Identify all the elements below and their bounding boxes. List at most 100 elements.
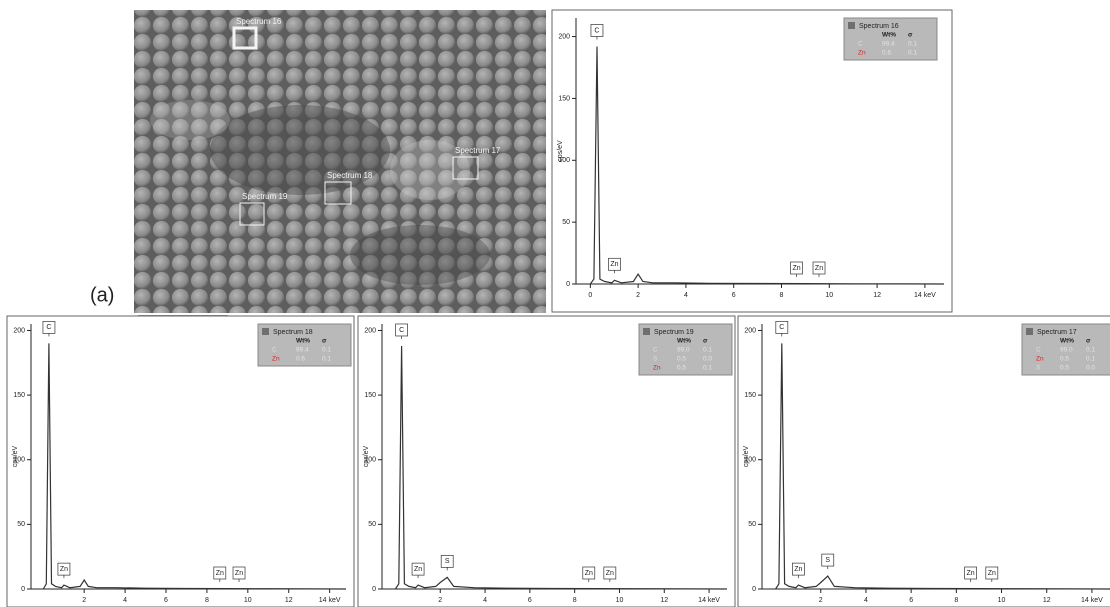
peak-label: Zn bbox=[235, 570, 243, 577]
legend-wt: 0.5 bbox=[1060, 356, 1069, 363]
x-tick-label: 4 bbox=[483, 597, 487, 604]
peak-label: Zn bbox=[966, 570, 974, 577]
legend-sigma: 0.1 bbox=[322, 347, 331, 354]
legend-wt: 99.4 bbox=[296, 347, 309, 354]
legend-sigma: 0.1 bbox=[1086, 356, 1095, 363]
y-tick-label: 200 bbox=[13, 327, 25, 334]
legend-element: C bbox=[1036, 347, 1041, 354]
legend-wt: 0.5 bbox=[1060, 365, 1069, 372]
sem-region-label: Spectrum 18 bbox=[327, 171, 373, 180]
peak-label: S bbox=[825, 557, 830, 564]
x-tick-label: 10 bbox=[244, 597, 252, 604]
x-tick-label: 6 bbox=[164, 597, 168, 604]
legend-element: C bbox=[272, 347, 277, 354]
x-tick-label: 6 bbox=[732, 292, 736, 299]
x-tick-label: 2 bbox=[636, 292, 640, 299]
sem-region-label: Spectrum 19 bbox=[242, 192, 288, 201]
legend-wt: 0.5 bbox=[677, 365, 686, 372]
peak-label: Zn bbox=[414, 566, 422, 573]
legend-element: Zn bbox=[858, 50, 866, 57]
x-tick-label: 4 bbox=[684, 292, 688, 299]
legend-title: Spectrum 17 bbox=[1037, 329, 1077, 336]
peak-label: Zn bbox=[216, 570, 224, 577]
y-tick-label: 0 bbox=[372, 586, 376, 593]
y-tick-label: 50 bbox=[562, 219, 570, 226]
y-tick-label: 0 bbox=[566, 281, 570, 288]
legend-sigma: 0.0 bbox=[1086, 365, 1095, 372]
peak-label: Zn bbox=[606, 570, 614, 577]
peak-label: C bbox=[46, 324, 51, 331]
legend-column: σ bbox=[908, 32, 913, 39]
y-tick-label: 50 bbox=[748, 521, 756, 528]
x-tick-label: 6 bbox=[528, 597, 532, 604]
x-tick-label: 8 bbox=[205, 597, 209, 604]
legend-wt: 99.0 bbox=[1060, 347, 1073, 354]
legend-wt: 0.6 bbox=[882, 50, 891, 57]
x-tick-label: 14 keV bbox=[319, 597, 341, 604]
legend-sigma: 0.1 bbox=[1086, 347, 1095, 354]
legend-wt: 0.5 bbox=[677, 356, 686, 363]
x-tick-label: 14 keV bbox=[914, 292, 936, 299]
legend-swatch bbox=[1026, 328, 1033, 335]
peak-label: C bbox=[399, 327, 404, 334]
peak-label: S bbox=[445, 558, 450, 565]
legend-element: Zn bbox=[653, 365, 661, 372]
legend-element: C bbox=[653, 347, 658, 354]
y-tick-label: 0 bbox=[21, 586, 25, 593]
x-tick-label: 12 bbox=[873, 292, 881, 299]
x-tick-label: 14 keV bbox=[698, 597, 720, 604]
peak-label: C bbox=[779, 324, 784, 331]
y-tick-label: 0 bbox=[752, 586, 756, 593]
y-tick-label: 50 bbox=[17, 521, 25, 528]
x-tick-label: 0 bbox=[588, 292, 592, 299]
legend-wt: 99.4 bbox=[882, 41, 895, 48]
legend-column: σ bbox=[322, 338, 327, 345]
y-tick-label: 200 bbox=[364, 327, 376, 334]
x-tick-label: 8 bbox=[573, 597, 577, 604]
peak-label: Zn bbox=[794, 566, 802, 573]
legend-title: Spectrum 16 bbox=[859, 23, 899, 30]
figure: 500nm (a) Spectrum 16Spectrum 17Spectrum… bbox=[0, 0, 1110, 607]
x-tick-label: 12 bbox=[1043, 597, 1051, 604]
legend-title: Spectrum 18 bbox=[273, 329, 313, 336]
legend-element: S bbox=[1036, 365, 1041, 372]
legend-swatch bbox=[848, 22, 855, 29]
legend-column: σ bbox=[703, 338, 708, 345]
peak-label: Zn bbox=[60, 566, 68, 573]
peak-label: Zn bbox=[815, 265, 823, 272]
legend-column: σ bbox=[1086, 338, 1091, 345]
x-tick-label: 12 bbox=[285, 597, 293, 604]
y-tick-label: 200 bbox=[558, 33, 570, 40]
x-tick-label: 14 keV bbox=[1081, 597, 1103, 604]
x-tick-label: 4 bbox=[123, 597, 127, 604]
legend-swatch bbox=[262, 328, 269, 335]
legend-column: Wt% bbox=[296, 338, 310, 345]
x-tick-label: 8 bbox=[780, 292, 784, 299]
x-tick-label: 10 bbox=[825, 292, 833, 299]
y-tick-label: 50 bbox=[368, 521, 376, 528]
y-tick-label: 150 bbox=[558, 95, 570, 102]
legend-element: Zn bbox=[272, 356, 280, 363]
y-axis-label: cps/eV bbox=[363, 445, 370, 467]
legend-sigma: 0.1 bbox=[322, 356, 331, 363]
legend-element: Zn bbox=[1036, 356, 1044, 363]
legend-wt: 0.6 bbox=[296, 356, 305, 363]
x-tick-label: 10 bbox=[998, 597, 1006, 604]
legend-title: Spectrum 19 bbox=[654, 329, 694, 336]
peak-label: Zn bbox=[610, 261, 618, 268]
legend-wt: 99.0 bbox=[677, 347, 690, 354]
x-tick-label: 12 bbox=[660, 597, 668, 604]
sem-image bbox=[134, 10, 546, 313]
y-tick-label: 150 bbox=[13, 392, 25, 399]
legend-sigma: 0.0 bbox=[703, 356, 712, 363]
peak-label: Zn bbox=[792, 265, 800, 272]
y-axis-label: cps/eV bbox=[12, 445, 19, 467]
x-tick-label: 2 bbox=[438, 597, 442, 604]
peak-label: C bbox=[594, 27, 599, 34]
x-tick-label: 8 bbox=[954, 597, 958, 604]
legend-column: Wt% bbox=[882, 32, 896, 39]
x-tick-label: 10 bbox=[616, 597, 624, 604]
legend-column: Wt% bbox=[1060, 338, 1074, 345]
